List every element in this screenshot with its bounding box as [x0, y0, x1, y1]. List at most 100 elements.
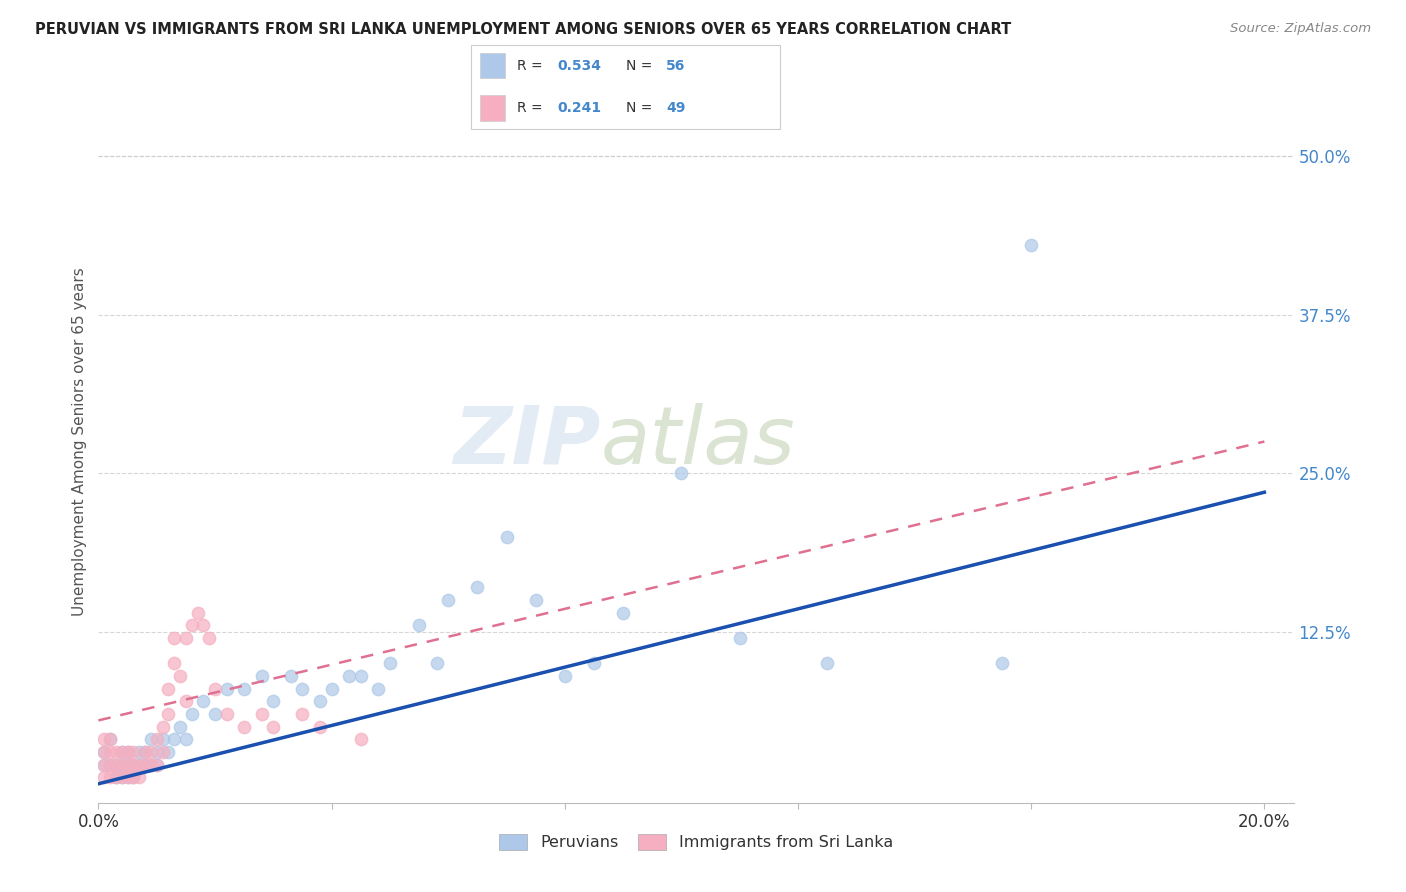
- Text: ZIP: ZIP: [453, 402, 600, 481]
- Point: [111, 757, 134, 772]
- Point: [104, 757, 127, 772]
- Point: [139, 757, 162, 772]
- Point: [1019, 238, 1042, 252]
- Point: [163, 631, 186, 645]
- Point: [98, 771, 121, 785]
- Point: [98, 732, 121, 747]
- Point: [93, 771, 115, 785]
- Text: R =: R =: [517, 59, 547, 73]
- Point: [350, 732, 373, 747]
- Point: [321, 681, 343, 696]
- Text: 0.534: 0.534: [558, 59, 602, 73]
- Point: [815, 657, 838, 671]
- Point: [139, 732, 162, 747]
- Point: [152, 720, 174, 734]
- Point: [180, 618, 202, 632]
- Point: [582, 657, 605, 671]
- Point: [98, 745, 121, 759]
- Point: [104, 745, 127, 759]
- Point: [128, 757, 150, 772]
- Point: [233, 681, 256, 696]
- Point: [93, 732, 115, 747]
- Point: [157, 707, 180, 722]
- Point: [134, 745, 156, 759]
- Point: [139, 745, 162, 759]
- Point: [204, 707, 226, 722]
- Point: [128, 757, 150, 772]
- Point: [104, 771, 127, 785]
- Point: [612, 606, 634, 620]
- Point: [104, 771, 127, 785]
- Point: [128, 745, 150, 759]
- Text: R =: R =: [517, 101, 547, 115]
- Point: [309, 720, 332, 734]
- Bar: [481, 54, 505, 78]
- Point: [291, 707, 314, 722]
- Point: [193, 694, 215, 708]
- Text: Source: ZipAtlas.com: Source: ZipAtlas.com: [1230, 22, 1371, 36]
- Point: [169, 720, 191, 734]
- Point: [145, 745, 167, 759]
- Point: [991, 657, 1014, 671]
- Point: [174, 631, 197, 645]
- Point: [215, 681, 238, 696]
- Point: [495, 530, 517, 544]
- Point: [671, 467, 693, 481]
- Point: [198, 631, 221, 645]
- Point: [250, 707, 273, 722]
- Point: [152, 732, 174, 747]
- Point: [111, 745, 134, 759]
- Point: [117, 771, 139, 785]
- Bar: [481, 95, 505, 120]
- Point: [98, 757, 121, 772]
- Point: [117, 771, 139, 785]
- Point: [262, 720, 284, 734]
- Point: [233, 720, 256, 734]
- Point: [134, 745, 156, 759]
- Point: [193, 618, 215, 632]
- Point: [122, 757, 145, 772]
- Point: [280, 669, 302, 683]
- Point: [117, 745, 139, 759]
- Point: [145, 757, 167, 772]
- Point: [524, 593, 547, 607]
- Point: [152, 745, 174, 759]
- Point: [93, 757, 115, 772]
- Text: N =: N =: [626, 59, 657, 73]
- Point: [111, 771, 134, 785]
- Point: [163, 732, 186, 747]
- Point: [157, 745, 180, 759]
- Point: [291, 681, 314, 696]
- Point: [145, 757, 167, 772]
- Point: [93, 757, 115, 772]
- Point: [93, 745, 115, 759]
- Text: 0.241: 0.241: [558, 101, 602, 115]
- Point: [111, 771, 134, 785]
- Point: [378, 657, 401, 671]
- Point: [117, 745, 139, 759]
- Legend: Peruvians, Immigrants from Sri Lanka: Peruvians, Immigrants from Sri Lanka: [489, 824, 903, 860]
- Point: [437, 593, 460, 607]
- Text: 49: 49: [666, 101, 685, 115]
- Point: [425, 657, 447, 671]
- Point: [367, 681, 389, 696]
- Point: [98, 757, 121, 772]
- Point: [337, 669, 360, 683]
- Point: [128, 771, 150, 785]
- Point: [728, 631, 751, 645]
- Point: [93, 745, 115, 759]
- Point: [122, 757, 145, 772]
- Point: [554, 669, 576, 683]
- Point: [163, 657, 186, 671]
- Point: [262, 694, 284, 708]
- Point: [111, 757, 134, 772]
- Point: [186, 606, 208, 620]
- Point: [180, 707, 202, 722]
- Point: [174, 732, 197, 747]
- Point: [111, 745, 134, 759]
- Point: [122, 745, 145, 759]
- Point: [145, 732, 167, 747]
- Point: [157, 681, 180, 696]
- Point: [134, 757, 156, 772]
- Point: [250, 669, 273, 683]
